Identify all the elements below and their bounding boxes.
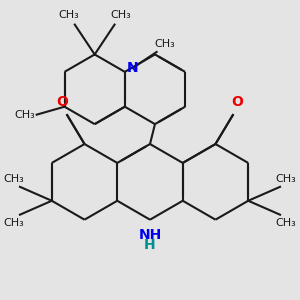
Text: CH₃: CH₃ bbox=[4, 174, 24, 184]
Text: CH₃: CH₃ bbox=[58, 10, 79, 20]
Text: CH₃: CH₃ bbox=[154, 39, 175, 49]
Text: CH₃: CH₃ bbox=[276, 174, 296, 184]
Text: CH₃: CH₃ bbox=[14, 110, 35, 120]
Text: CH₃: CH₃ bbox=[110, 10, 131, 20]
Text: N: N bbox=[127, 61, 139, 75]
Text: O: O bbox=[57, 95, 69, 109]
Text: CH₃: CH₃ bbox=[4, 218, 24, 228]
Text: O: O bbox=[231, 95, 243, 109]
Text: H: H bbox=[144, 238, 156, 252]
Text: NH: NH bbox=[138, 228, 162, 242]
Text: CH₃: CH₃ bbox=[276, 218, 296, 228]
